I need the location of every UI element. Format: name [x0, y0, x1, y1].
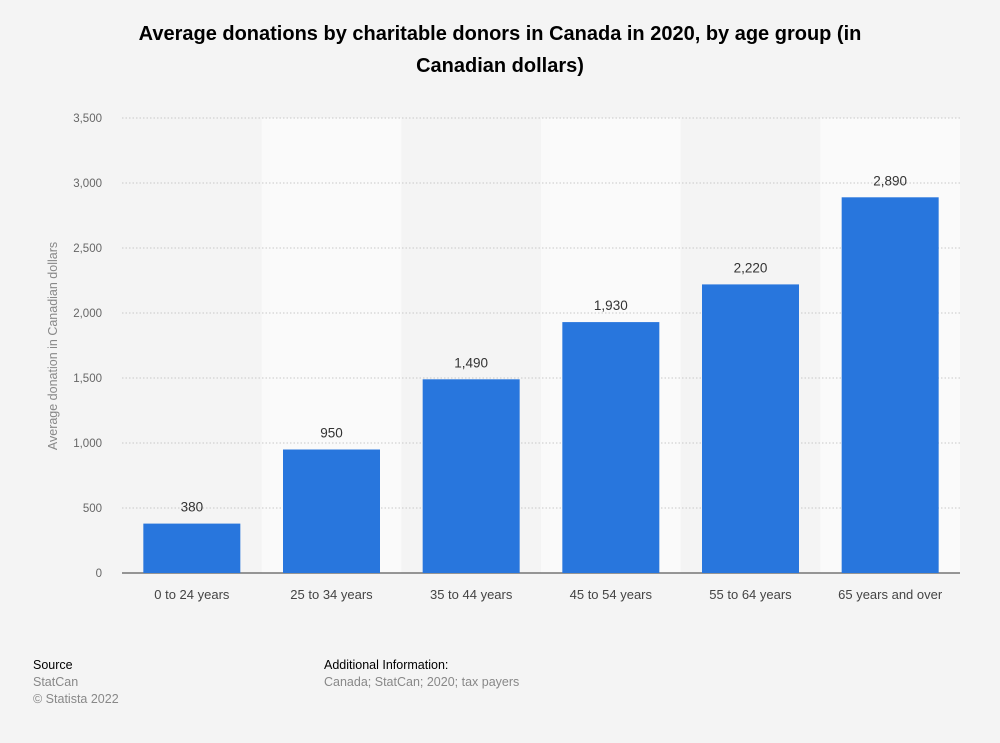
- y-tick-label: 2,500: [73, 243, 102, 255]
- x-tick-label: 0 to 24 years: [154, 587, 230, 602]
- y-tick-label: 3,000: [73, 178, 102, 190]
- additional-info-text: Canada; StatCan; 2020; tax payers: [324, 675, 520, 689]
- x-axis-ticks: 0 to 24 years 25 to 34 years 35 to 44 year…: [154, 587, 943, 602]
- x-tick-label: 45 to 54 years: [570, 587, 653, 602]
- data-label: 380: [181, 500, 204, 515]
- x-tick-label: 65 years and over: [838, 587, 943, 602]
- y-tick-label: 3,500: [73, 113, 102, 125]
- y-tick-label: 2,000: [73, 308, 102, 320]
- data-labels: 380 950 1,490 1,930 2,220 2,890: [181, 173, 907, 514]
- source-section: Source StatCan © Statista 2022: [33, 657, 119, 708]
- y-tick-label: 1,500: [73, 373, 102, 385]
- data-label: 2,220: [734, 260, 768, 275]
- bar: [562, 322, 660, 573]
- copyright: © Statista 2022: [33, 692, 119, 706]
- y-axis-title: Average donation in Canadian dollars: [46, 242, 60, 450]
- bars: [143, 197, 939, 574]
- bar: [283, 449, 380, 573]
- source-name: StatCan: [33, 675, 79, 689]
- y-axis-ticks: 0 500 1,000 1,500 2,000 2,500 3,000 3,500: [73, 113, 102, 580]
- data-label: 2,890: [873, 173, 907, 188]
- y-tick-label: 1,000: [73, 438, 102, 450]
- gridlines: [122, 117, 960, 574]
- bar: [702, 284, 799, 573]
- x-tick-label: 35 to 44 years: [430, 587, 513, 602]
- source-heading: Source: [33, 658, 73, 672]
- x-tick-label: 25 to 34 years: [290, 587, 373, 602]
- y-tick-label: 0: [96, 568, 102, 580]
- additional-info-section: Additional Information: Canada; StatCan;…: [324, 657, 519, 691]
- chart-title: Average donations by charitable donors i…: [138, 23, 862, 77]
- data-label: 950: [320, 426, 343, 441]
- additional-info-heading: Additional Information:: [324, 658, 449, 672]
- y-tick-label: 500: [83, 503, 102, 515]
- data-label: 1,490: [454, 355, 488, 370]
- x-tick-label: 55 to 64 years: [709, 587, 792, 602]
- bar: [143, 523, 241, 573]
- bar: [841, 197, 939, 574]
- data-label: 1,930: [594, 298, 628, 313]
- bar: [422, 379, 520, 573]
